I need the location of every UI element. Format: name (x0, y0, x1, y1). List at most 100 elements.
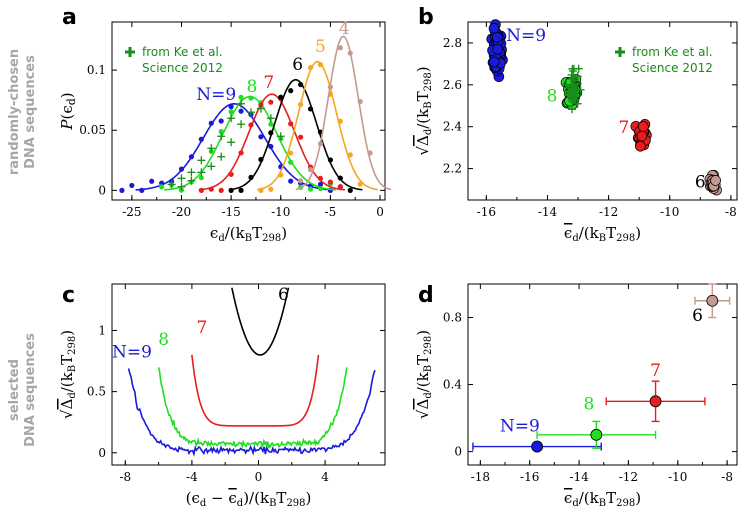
data-point (139, 187, 145, 193)
data-point (337, 175, 343, 181)
data-point (307, 106, 314, 112)
y-tick-label: 1 (98, 323, 106, 337)
y-tick-label: 0 (98, 183, 106, 197)
data-point (258, 187, 264, 193)
y-axis-label-b: √Δd/(kBT298) (414, 66, 434, 155)
x-tick-label: -10 (660, 205, 679, 219)
cluster-0: N=9 (486, 19, 546, 83)
data-point (337, 118, 343, 124)
y-axis-label-d: √Δd/(kBT298) (414, 330, 434, 419)
y-axis-label-c-text: √Δd/(kBT298) (58, 330, 78, 419)
x-tick-label: -18 (471, 470, 490, 484)
data-point (278, 94, 284, 100)
curve-2: 7 (191, 318, 320, 427)
x-axis-label-c: (ϵd − ϵd)/(kBT298) (186, 489, 312, 509)
x-tick-label: -12 (619, 470, 638, 484)
cluster-point (710, 175, 721, 186)
data-point (347, 187, 353, 193)
x-tick-label: -15 (221, 205, 240, 219)
cluster-point (637, 121, 649, 132)
x-tick-label: 4 (321, 470, 329, 484)
data-point (268, 186, 274, 192)
side-label-top-line1: randomly-chosen (7, 49, 22, 175)
cluster-label: N=9 (506, 26, 546, 46)
x-axis-label-b: ϵd/(kBT298) (564, 224, 641, 244)
legend-b-line1: from Ke et al. (632, 45, 713, 59)
data-point (238, 150, 244, 156)
x-tick-label: -8 (119, 470, 131, 484)
axes-frame-d (467, 283, 738, 466)
side-label-bottom-line2: DNA sequences (23, 333, 38, 447)
legend-a-line1: from Ke et al. (142, 45, 223, 59)
data-point (307, 186, 314, 192)
y-tick-label: 2.6 (443, 78, 462, 92)
curve-0: N=9 (112, 342, 376, 457)
cluster-label: 7 (618, 118, 629, 138)
y-tick-label: 0 (98, 446, 106, 460)
data-point (119, 187, 125, 193)
data-point (298, 81, 304, 88)
x-tick-label: -16 (477, 205, 496, 219)
panel-letter-b: b (418, 5, 434, 30)
x-tick-label: -14 (538, 205, 558, 219)
fit-curve (257, 60, 378, 191)
data-point (317, 62, 324, 68)
data-point (288, 178, 294, 184)
x-tick-label: -20 (172, 205, 191, 219)
data-point (298, 178, 304, 184)
data-point (288, 88, 294, 94)
cluster-point (492, 43, 504, 55)
y-tick-label: 2.4 (443, 120, 462, 134)
series-5: 4 (295, 19, 392, 191)
curve-line (191, 354, 320, 427)
data-point (238, 94, 244, 100)
legend-b-line2: Science 2012 (632, 61, 713, 75)
data-point (317, 181, 324, 187)
y-tick-label: 2.8 (443, 36, 462, 50)
ke-points (562, 64, 585, 114)
data-point (268, 143, 274, 150)
data-point (347, 50, 353, 56)
chart-panel-b: -16 -14 -12 -10 -8 2.2 2.4 2.6 2.8 N=9 8 7 6 from Ke … (414, 19, 738, 244)
point-label: 8 (584, 395, 595, 415)
y-axis-label-d-text: √Δd/(kBT298) (414, 330, 434, 419)
cluster-label: 6 (695, 172, 706, 192)
data-point (228, 187, 234, 193)
data-point (208, 186, 214, 192)
cluster-point (488, 56, 500, 68)
data-point (298, 134, 304, 140)
data-point (228, 171, 234, 177)
data-point (337, 183, 343, 190)
data-point (188, 154, 195, 160)
x-tick-label: -14 (569, 470, 589, 484)
curve-line (157, 367, 348, 450)
series-label: 4 (339, 19, 350, 39)
x-tick-label: 0 (376, 205, 384, 219)
data-point (178, 166, 185, 172)
axes-frame-b (467, 21, 738, 201)
data-point (288, 121, 294, 127)
data-point (347, 152, 353, 158)
point-group-3: 6 (692, 283, 731, 326)
x-axis-label-a: ϵd/(kBT298) (210, 224, 287, 244)
series-label: 7 (263, 73, 274, 93)
data-point (307, 64, 314, 71)
curve-3: 6 (231, 285, 290, 356)
series-3: 6 (228, 55, 363, 193)
data-point (367, 150, 373, 156)
x-tick-label: -8 (721, 470, 733, 484)
x-tick-label: -10 (271, 205, 290, 219)
data-point (317, 175, 324, 182)
data-point (288, 159, 294, 165)
fit-curve (295, 35, 392, 191)
data-point (258, 156, 264, 163)
data-point (198, 136, 204, 142)
data-point (218, 128, 224, 135)
panel-letter-a: a (62, 5, 77, 30)
x-tick-label: 0 (255, 470, 263, 484)
x-tick-label: -10 (668, 470, 687, 484)
y-tick-label: 0.05 (79, 123, 106, 137)
data-point (327, 157, 333, 163)
